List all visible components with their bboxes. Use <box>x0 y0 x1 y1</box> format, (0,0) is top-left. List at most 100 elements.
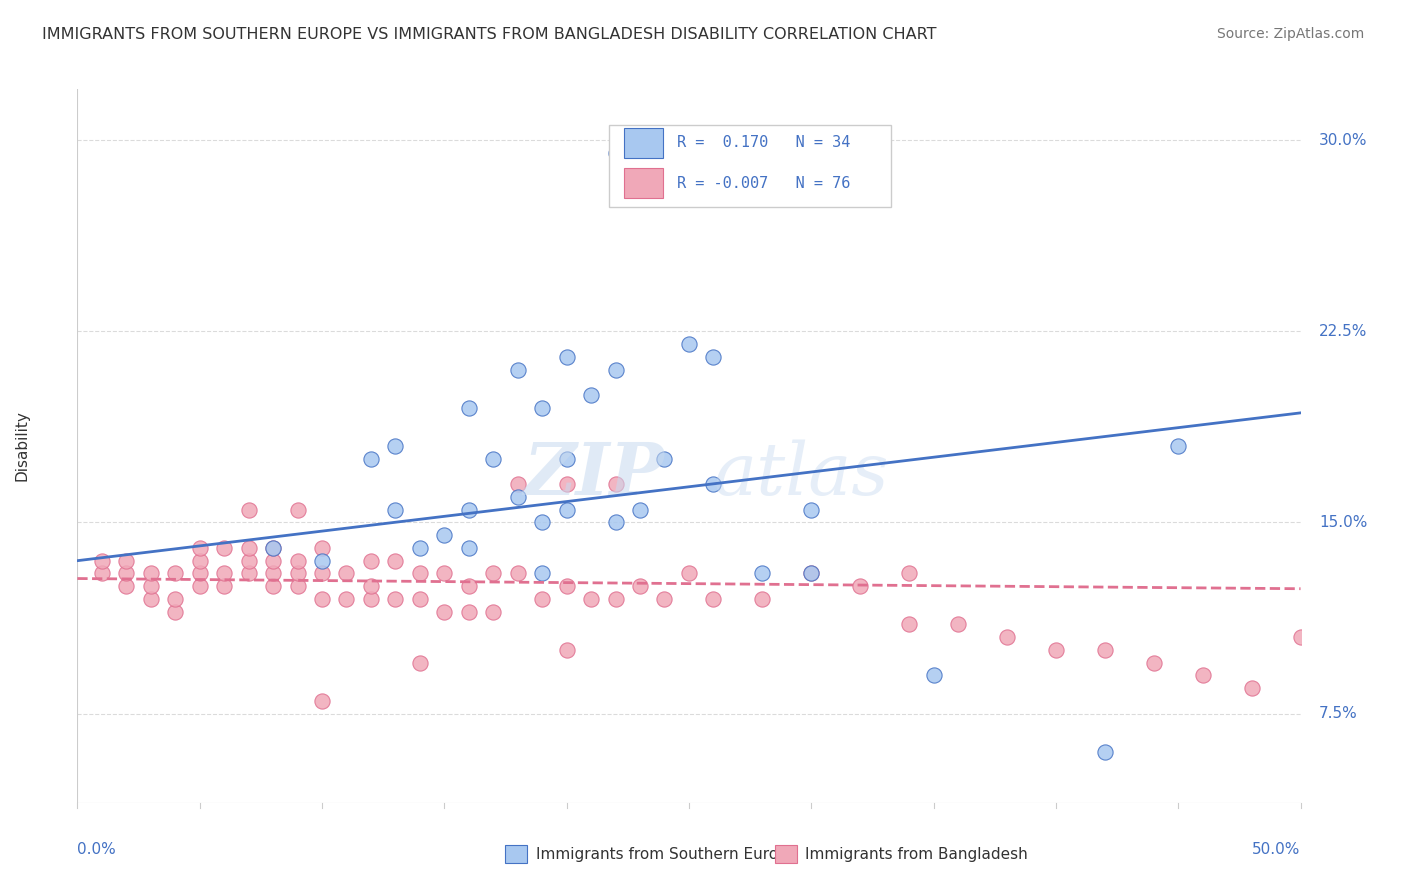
Point <box>506 490 529 504</box>
Point <box>115 554 138 568</box>
Point <box>628 579 651 593</box>
Point <box>212 579 235 593</box>
Point <box>605 591 627 606</box>
Point <box>1191 668 1213 682</box>
FancyBboxPatch shape <box>506 845 527 863</box>
Text: Immigrants from Southern Europe: Immigrants from Southern Europe <box>536 847 797 862</box>
Point <box>1094 643 1116 657</box>
Point <box>409 656 432 670</box>
Point <box>287 566 309 581</box>
Text: 0.0%: 0.0% <box>77 842 117 857</box>
Point <box>482 451 505 466</box>
Point <box>1167 439 1189 453</box>
Point <box>579 388 602 402</box>
Point <box>311 541 333 555</box>
Point <box>800 566 823 581</box>
Point <box>654 451 676 466</box>
Point <box>165 605 187 619</box>
Point <box>165 566 187 581</box>
Point <box>506 362 529 376</box>
Point <box>531 516 554 530</box>
Point <box>1289 630 1312 644</box>
Point <box>555 451 578 466</box>
Point <box>139 591 162 606</box>
Point <box>1143 656 1166 670</box>
Point <box>946 617 969 632</box>
Point <box>433 566 456 581</box>
Point <box>360 554 382 568</box>
Point <box>287 502 309 516</box>
Point <box>898 617 921 632</box>
Point <box>605 145 627 160</box>
Point <box>139 579 162 593</box>
Point <box>995 630 1018 644</box>
FancyBboxPatch shape <box>775 845 797 863</box>
Point <box>702 477 724 491</box>
Point <box>922 668 945 682</box>
Point <box>555 502 578 516</box>
Point <box>262 566 284 581</box>
Text: Disability: Disability <box>15 410 30 482</box>
Point <box>654 591 676 606</box>
Point <box>165 591 187 606</box>
Point <box>139 566 162 581</box>
Point <box>311 566 333 581</box>
Point <box>457 605 479 619</box>
Point <box>433 528 456 542</box>
Point <box>849 579 872 593</box>
Point <box>702 591 724 606</box>
Point <box>531 591 554 606</box>
Point <box>238 502 260 516</box>
Point <box>628 502 651 516</box>
Point <box>751 591 773 606</box>
Point <box>1240 681 1263 695</box>
Point <box>800 566 823 581</box>
Point <box>531 401 554 415</box>
Point <box>262 541 284 555</box>
Point <box>457 579 479 593</box>
Point <box>238 554 260 568</box>
Point <box>115 566 138 581</box>
Point <box>262 554 284 568</box>
Point <box>482 566 505 581</box>
Point <box>555 579 578 593</box>
Text: 15.0%: 15.0% <box>1319 515 1367 530</box>
Point <box>506 566 529 581</box>
Point <box>678 337 700 351</box>
Text: 22.5%: 22.5% <box>1319 324 1367 339</box>
Point <box>457 541 479 555</box>
Point <box>335 591 357 606</box>
FancyBboxPatch shape <box>624 169 664 198</box>
Point <box>188 579 211 593</box>
Point <box>409 591 432 606</box>
Text: R =  0.170   N = 34: R = 0.170 N = 34 <box>676 136 851 150</box>
Point <box>287 554 309 568</box>
Point <box>605 362 627 376</box>
Point <box>262 579 284 593</box>
Point <box>409 566 432 581</box>
Point <box>311 554 333 568</box>
Point <box>1094 745 1116 759</box>
Text: 30.0%: 30.0% <box>1319 133 1368 148</box>
Point <box>188 554 211 568</box>
Point <box>482 605 505 619</box>
Point <box>212 541 235 555</box>
Point <box>433 605 456 619</box>
Point <box>311 591 333 606</box>
Text: Source: ZipAtlas.com: Source: ZipAtlas.com <box>1216 27 1364 41</box>
Point <box>555 350 578 364</box>
Point <box>287 579 309 593</box>
Point <box>751 566 773 581</box>
Point <box>555 477 578 491</box>
Point <box>90 566 112 581</box>
Point <box>335 566 357 581</box>
Point <box>605 477 627 491</box>
Point <box>360 451 382 466</box>
Text: Immigrants from Bangladesh: Immigrants from Bangladesh <box>806 847 1028 862</box>
Point <box>898 566 921 581</box>
Point <box>384 591 406 606</box>
Point <box>188 541 211 555</box>
Point <box>115 579 138 593</box>
Point <box>360 591 382 606</box>
Point <box>238 566 260 581</box>
